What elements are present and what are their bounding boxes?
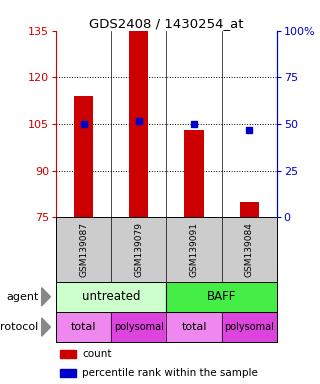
Bar <box>60 369 76 377</box>
Text: polysomal: polysomal <box>224 322 274 332</box>
Text: untreated: untreated <box>82 290 140 303</box>
Text: GSM139084: GSM139084 <box>245 222 254 277</box>
Polygon shape <box>42 318 51 336</box>
Title: GDS2408 / 1430254_at: GDS2408 / 1430254_at <box>89 17 244 30</box>
Text: agent: agent <box>6 292 38 302</box>
Text: GSM139091: GSM139091 <box>189 222 198 277</box>
Text: protocol: protocol <box>0 322 38 332</box>
Bar <box>129 31 148 217</box>
Text: GSM139079: GSM139079 <box>134 222 143 277</box>
Bar <box>60 350 76 358</box>
Text: count: count <box>83 349 112 359</box>
Text: total: total <box>71 322 96 332</box>
Bar <box>74 96 93 217</box>
Text: percentile rank within the sample: percentile rank within the sample <box>83 368 258 378</box>
Bar <box>240 202 259 217</box>
Text: total: total <box>181 322 207 332</box>
Bar <box>184 130 204 217</box>
Polygon shape <box>42 288 51 306</box>
Text: GSM139087: GSM139087 <box>79 222 88 277</box>
Text: BAFF: BAFF <box>207 290 236 303</box>
Text: polysomal: polysomal <box>114 322 164 332</box>
